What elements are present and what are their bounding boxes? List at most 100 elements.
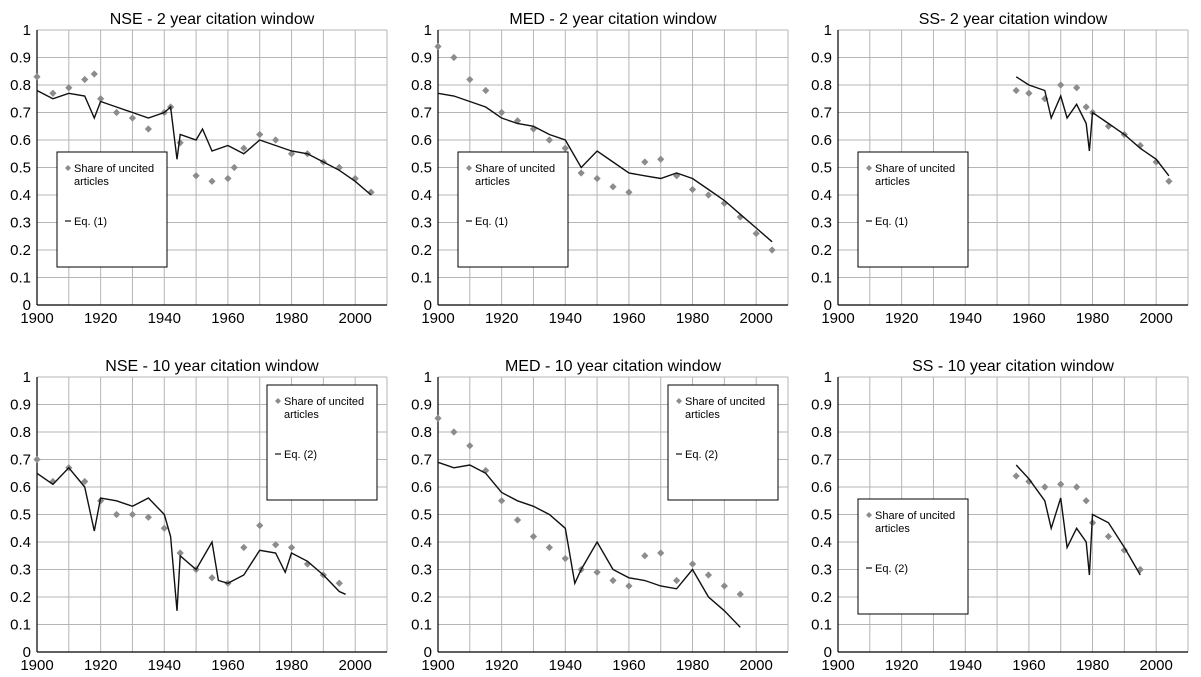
share-uncited-point xyxy=(529,532,538,541)
x-tick-label: 1960 xyxy=(1012,310,1045,327)
eq-series-line xyxy=(437,92,773,243)
legend-box xyxy=(457,151,569,268)
chart-panel-5: MED - 10 year citation window 0 0.1 0.2 0.3 0… xyxy=(411,358,789,674)
share-uncited-point xyxy=(657,549,665,557)
y-tick-label: 1 xyxy=(424,22,432,39)
y-tick-label: 0.1 xyxy=(811,617,832,634)
share-uncited-point xyxy=(736,590,744,598)
share-uncited-point xyxy=(208,574,216,582)
share-uncited-point xyxy=(450,53,458,62)
x-tick-label: 2000 xyxy=(338,657,371,674)
legend: Share of uncited articles Eq. (2) xyxy=(266,384,378,501)
x-tick-label: 1980 xyxy=(1076,657,1109,674)
y-tick-label: 0.6 xyxy=(811,132,832,149)
share-uncited-point xyxy=(609,183,617,191)
legend-box xyxy=(667,384,779,501)
x-tick-label: 1960 xyxy=(612,310,645,327)
y-tick-label: 0.5 xyxy=(811,507,832,524)
share-uncited-point xyxy=(1136,141,1144,150)
share-uncited-point xyxy=(1012,86,1020,95)
x-tick-label: 1980 xyxy=(275,657,308,674)
share-uncited-point xyxy=(1082,497,1090,505)
y-tick-label: 0.4 xyxy=(811,534,832,551)
y-tick-label: 1 xyxy=(424,369,432,386)
x-tick-label: 1900 xyxy=(20,310,53,327)
x-tick-label: 1920 xyxy=(485,657,518,674)
legend-label-eq: Eq. (1) xyxy=(74,216,107,228)
y-tick-label: 0.8 xyxy=(10,424,31,441)
legend: Share of uncited articles Eq. (2) xyxy=(667,384,779,501)
y-tick-label: 0.8 xyxy=(411,77,432,94)
share-uncited-point xyxy=(33,73,41,81)
legend-label-eq: Eq. (2) xyxy=(685,449,718,461)
chart-title: NSE - 10 year citation window xyxy=(105,358,319,375)
y-tick-label: 0.3 xyxy=(411,562,432,579)
share-uncited-point xyxy=(561,144,569,152)
y-tick-label: 0.1 xyxy=(411,270,432,287)
y-tick-label: 0.9 xyxy=(411,397,432,414)
y-tick-label: 0.7 xyxy=(811,452,832,469)
x-tick-label: 1960 xyxy=(211,310,244,327)
y-tick-label: 0.1 xyxy=(10,617,31,634)
legend-label-share: Share of uncited articles xyxy=(685,396,765,421)
y-tick-label: 0.7 xyxy=(10,105,31,122)
share-uncited-point xyxy=(208,177,216,185)
share-uncited-point xyxy=(272,541,280,549)
y-tick-label: 0.3 xyxy=(811,562,832,579)
legend-label-eq: Eq. (2) xyxy=(284,449,317,461)
chart-title: SS- 2 year citation window xyxy=(919,11,1108,28)
share-uncited-point xyxy=(1104,532,1113,541)
share-uncited-point xyxy=(704,571,713,579)
legend-marker-diamond xyxy=(466,165,472,171)
y-tick-label: 0.2 xyxy=(10,242,31,259)
legend: Share of uncited articles Eq. (1) xyxy=(56,151,168,268)
legend-label-share: Share of uncited articles xyxy=(475,163,555,188)
y-tick-label: 0.2 xyxy=(811,589,832,606)
share-uncited-point xyxy=(561,554,569,563)
share-uncited-point xyxy=(65,84,73,92)
y-tick-label: 0.1 xyxy=(811,270,832,287)
share-uncited-point xyxy=(97,95,105,103)
legend-marker-diamond xyxy=(65,165,71,171)
y-tick-label: 0.9 xyxy=(10,50,31,67)
share-uncited-point xyxy=(144,125,152,133)
legend-box xyxy=(857,498,969,615)
y-tick-label: 0.2 xyxy=(811,242,832,259)
share-uncited-point xyxy=(192,172,200,180)
x-tick-label: 1960 xyxy=(612,657,645,674)
y-tick-label: 0 xyxy=(23,644,31,661)
y-tick-label: 1 xyxy=(23,369,31,386)
share-uncited-point xyxy=(466,75,474,84)
y-tick-label: 0.2 xyxy=(411,589,432,606)
y-tick-label: 0.2 xyxy=(411,242,432,259)
y-tick-label: 0.6 xyxy=(411,132,432,149)
x-tick-label: 1940 xyxy=(148,657,181,674)
y-tick-label: 0 xyxy=(23,297,31,314)
share-uncited-point xyxy=(545,543,553,552)
share-uncited-point xyxy=(230,163,238,172)
share-uncited-point xyxy=(49,89,57,97)
y-tick-label: 0.9 xyxy=(10,397,31,414)
chart-panel-1: NSE - 2 year citation window 0 0.1 0.2 0.3 0.… xyxy=(10,11,388,327)
legend-label-eq: Eq. (1) xyxy=(875,216,908,228)
share-uncited-point xyxy=(335,579,343,587)
x-tick-label: 1920 xyxy=(885,310,918,327)
y-tick-label: 0.5 xyxy=(10,160,31,177)
y-tick-label: 1 xyxy=(23,22,31,39)
x-tick-label: 1960 xyxy=(1012,657,1045,674)
share-uncited-point xyxy=(593,568,601,576)
share-uncited-point xyxy=(81,75,89,84)
share-uncited-point xyxy=(1025,477,1033,486)
share-uncited-point xyxy=(498,497,506,505)
y-tick-label: 0 xyxy=(824,644,832,661)
share-uncited-point xyxy=(240,543,248,552)
legend-marker-diamond xyxy=(275,398,281,404)
share-uncited-point xyxy=(498,108,506,117)
share-uncited-point xyxy=(112,510,121,519)
x-tick-label: 2000 xyxy=(739,310,772,327)
eq-series-line xyxy=(1015,464,1141,576)
x-tick-label: 1940 xyxy=(549,657,582,674)
share-uncited-point xyxy=(335,163,343,172)
chart-panel-2: MED - 2 year citation window 0 0.1 0.2 0.3 0.… xyxy=(411,11,789,327)
share-uncited-point xyxy=(1041,483,1049,491)
